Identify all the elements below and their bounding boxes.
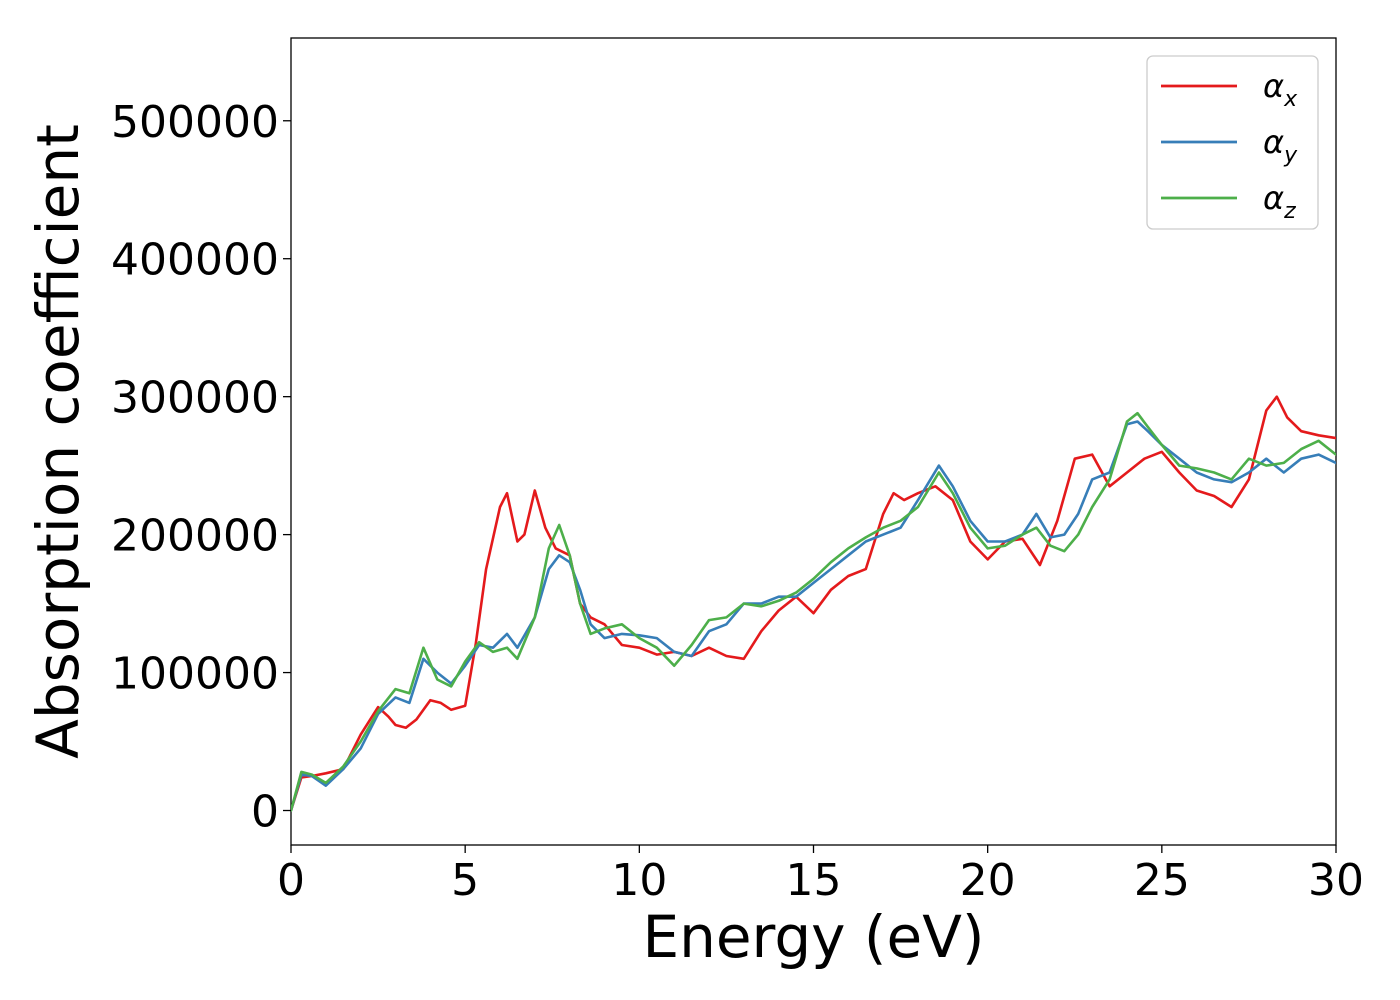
x-tick-label: 10 bbox=[611, 855, 667, 906]
y-axis-title: Absorption coefficient bbox=[24, 124, 92, 759]
x-tick-label: 0 bbox=[277, 855, 305, 906]
series-line-alpha-x bbox=[291, 395, 1336, 812]
x-tick-label: 15 bbox=[786, 855, 842, 906]
x-tick-label: 5 bbox=[451, 855, 479, 906]
series-line-alpha-z bbox=[291, 411, 1336, 812]
y-tick-label: 300000 bbox=[111, 373, 279, 424]
legend-label-alpha-y: αy bbox=[1263, 123, 1298, 168]
y-tick-label: 400000 bbox=[111, 235, 279, 286]
y-tick-label: 200000 bbox=[111, 511, 279, 562]
legend-label-alpha-x: αx bbox=[1263, 67, 1298, 112]
x-axis: 0 5 10 15 20 25 30 bbox=[277, 845, 1364, 906]
x-tick-label: 25 bbox=[1134, 855, 1190, 906]
x-tick-label: 30 bbox=[1308, 855, 1364, 906]
legend: αx αy αz bbox=[1146, 55, 1319, 230]
y-tick-label: 100000 bbox=[111, 649, 279, 700]
y-tick-label: 500000 bbox=[111, 97, 279, 148]
x-tick-label: 20 bbox=[960, 855, 1016, 906]
series-layer bbox=[291, 395, 1336, 812]
y-axis: 0 100000 200000 300000 400000 500000 bbox=[111, 97, 291, 838]
x-axis-title: Energy (eV) bbox=[642, 903, 984, 971]
y-tick-label: 0 bbox=[251, 787, 279, 838]
legend-label-alpha-z: αz bbox=[1263, 179, 1296, 224]
